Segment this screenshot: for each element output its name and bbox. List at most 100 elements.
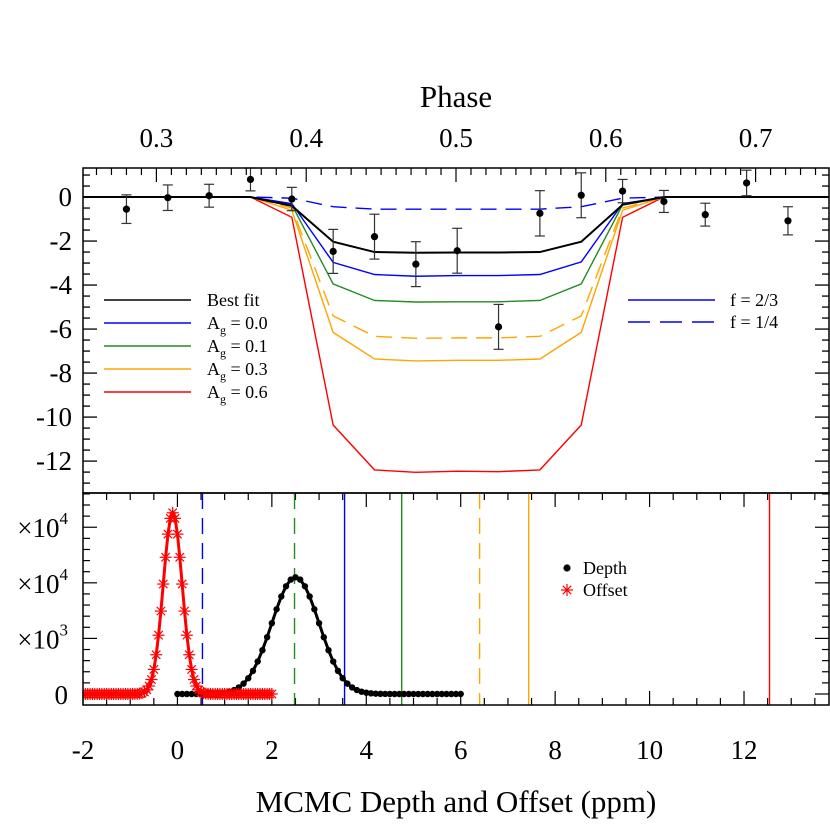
legend-label-main: A [207, 359, 220, 379]
depth-point [183, 690, 191, 698]
model-curve [83, 196, 829, 340]
y-tick-label: -12 [36, 446, 72, 476]
depth-point [320, 633, 327, 641]
data-point [205, 192, 213, 200]
data-point [577, 191, 585, 199]
depth-point [273, 606, 280, 613]
asterisk-stroke [149, 664, 159, 675]
offset-point [154, 605, 167, 618]
y-tick-label-base: ×10 [17, 624, 59, 654]
legend-label: Offset [583, 580, 628, 600]
y-tick-label-exponent: 3 [60, 620, 69, 639]
depth-point [268, 619, 276, 627]
depth-point [386, 690, 394, 698]
depth-point [254, 658, 261, 665]
y-tick-label: 0 [55, 680, 69, 710]
offset-point [145, 673, 158, 686]
depth-point [344, 680, 351, 687]
data-point [288, 195, 296, 203]
legend-label-main: f = 1/4 [730, 312, 778, 332]
asterisk-stroke [153, 630, 164, 640]
data-point [743, 179, 751, 187]
asterisk-stroke [562, 585, 572, 595]
depth-point [339, 675, 346, 682]
asterisk-stroke [189, 674, 199, 685]
x-tick-label: 8 [548, 735, 562, 765]
depth-point [315, 619, 323, 627]
asterisk-stroke [168, 508, 178, 518]
asterisk-stroke [186, 664, 197, 675]
depth-point [438, 690, 446, 698]
legend-label-main: A [207, 313, 220, 333]
y-tick-label: ×103 [17, 620, 68, 654]
offset-point [178, 605, 191, 618]
x-tick-label: 10 [636, 735, 663, 765]
legend-label-value: = 0.3 [226, 359, 268, 379]
depth-point [301, 583, 309, 590]
depth-point [457, 690, 464, 698]
asterisk-stroke [179, 606, 190, 616]
legend-label-main: f = 2/3 [730, 290, 778, 310]
depth-point [415, 690, 422, 698]
y-tick-label-exponent: 4 [60, 509, 69, 528]
data-point [660, 197, 668, 206]
asterisk-stroke [163, 529, 173, 539]
data-point [412, 260, 420, 268]
data-point [536, 209, 544, 217]
model-curves [83, 196, 829, 474]
x-tick-label: 4 [360, 735, 374, 765]
histogram-marks [83, 493, 771, 705]
depth-point [334, 667, 342, 675]
depth-point [448, 690, 455, 698]
model-curve [83, 196, 829, 254]
depth-point [363, 689, 370, 696]
offset-point [150, 648, 163, 661]
offset-point [157, 578, 170, 591]
model-curve [83, 196, 829, 210]
depth-point [381, 690, 389, 698]
asterisk-stroke [158, 579, 168, 589]
data-point [246, 175, 255, 184]
y-tick-label: -4 [50, 270, 73, 300]
top-panel: 0 -2 -4 -6 -8 -10 -12 0.3 0.4 0.5 0.6 0.7 Best fit Ag… [36, 123, 830, 494]
y-tick-label: -2 [50, 226, 73, 256]
x-tick-label: 0.3 [140, 123, 174, 153]
data-point [122, 205, 131, 213]
x-tick-label: 0 [171, 735, 185, 765]
depth-point [419, 690, 427, 698]
depth-point [400, 690, 408, 698]
depth-point [282, 583, 290, 590]
data-point [329, 247, 337, 255]
data-point [784, 217, 792, 225]
depth-point [306, 593, 313, 600]
depth-point [325, 646, 332, 654]
depth-point [348, 684, 356, 691]
legend-label: Ag = 0.0 [207, 313, 268, 337]
legend-label: Ag = 0.1 [207, 336, 268, 360]
depth-point [452, 690, 460, 698]
y-tick-label: -8 [50, 358, 73, 388]
depth-point [188, 690, 195, 698]
depth-point [396, 690, 403, 698]
asterisk-stroke [182, 630, 192, 640]
legend-marker-asterisk [561, 584, 573, 596]
legend-label: Ag = 0.3 [207, 359, 268, 383]
depth-point [377, 690, 384, 698]
model-curve [83, 196, 829, 254]
data-point [164, 194, 172, 202]
depth-point [372, 690, 379, 697]
legend-label-value: = 0.6 [226, 382, 268, 402]
depth-point [424, 690, 431, 698]
model-curve [83, 196, 829, 362]
depth-point [245, 675, 252, 682]
legend-redistribution: f = 2/3f = 1/4 [628, 290, 778, 332]
y-tick-label: -10 [36, 402, 72, 432]
data-point [494, 323, 503, 331]
depth-point [287, 576, 294, 583]
asterisk-stroke [170, 513, 180, 523]
legend-label-subscript: g [220, 346, 226, 360]
offset-point [169, 512, 182, 525]
